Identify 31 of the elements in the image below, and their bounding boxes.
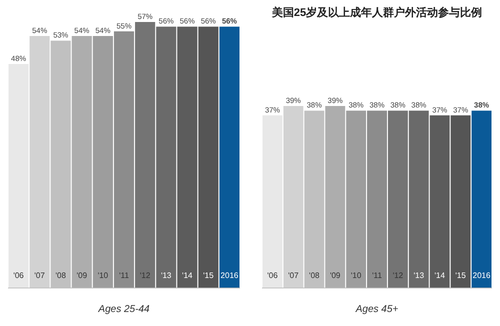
x-tick-label: '12 [392,271,404,280]
x-tick-label: '15 [203,271,214,280]
x-tick-label: '06 [267,271,278,280]
x-tick-label: '12 [140,271,151,280]
x-tick-label: '06 [13,271,24,280]
bar [92,36,113,288]
bar [219,26,240,288]
bar [8,64,29,288]
x-tick-label: '09 [76,271,88,280]
x-tick-label: '08 [309,271,320,280]
chart-title: 美国25岁及以上成年人群户外活动参与比例 [270,6,482,19]
x-tick-label: '15 [455,271,466,280]
x-tick-label: 2016 [472,271,491,280]
x-tick-label: 2016 [220,271,239,280]
x-tick-label: '07 [288,271,300,280]
bar [114,31,134,288]
bar [72,36,92,288]
x-axis-title: Ages 25-44 [97,304,150,315]
x-tick-label: '11 [119,271,130,280]
x-axis-title: Ages 45+ [354,304,398,315]
x-tick-label: '11 [372,271,382,280]
x-tick-label: '14 [182,271,194,280]
x-tick-label: '13 [414,271,425,280]
x-tick-label: '09 [330,271,341,280]
bar [30,36,50,288]
x-tick-label: '07 [34,271,46,280]
x-tick-label: '08 [56,271,66,280]
x-tick-label: '10 [350,271,362,280]
x-tick-label: '14 [434,271,446,280]
x-tick-label: '10 [98,271,109,280]
x-tick-label: '13 [160,271,172,280]
